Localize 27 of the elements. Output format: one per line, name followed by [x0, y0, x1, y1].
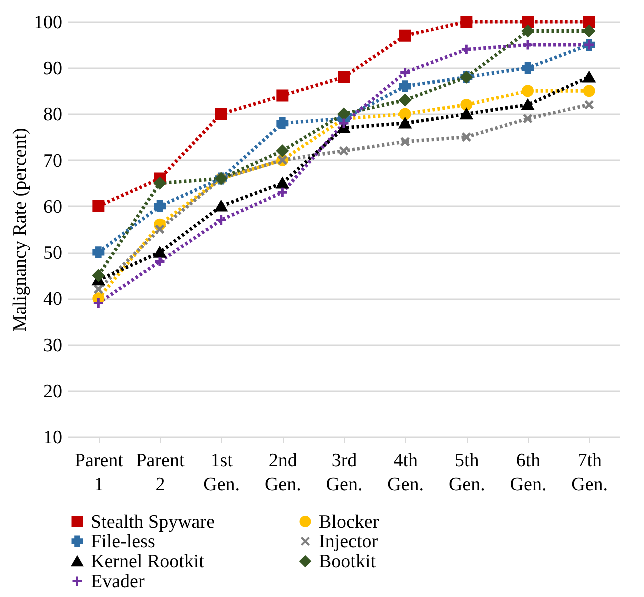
x-tick-label: 2nd Gen. — [264, 450, 302, 496]
y-tick-label: 30 — [44, 335, 62, 356]
y-tick-label: 10 — [44, 428, 62, 448]
legend-label: Kernel Rootkit — [91, 552, 206, 572]
x-tick-label: 7th Gen. — [572, 450, 608, 496]
x-tick-label: 5th Gen. — [448, 450, 486, 496]
y-tick-label: 90 — [44, 58, 62, 80]
x-tick-label: Parent 2 — [136, 450, 186, 496]
legend-label: Bootkit — [319, 552, 377, 572]
legend-label: Injector — [319, 532, 379, 552]
x-tick-label: 4th Gen. — [388, 450, 424, 496]
y-tick-label: 60 — [44, 196, 62, 218]
x-tick-label: 1st Gen. — [204, 450, 240, 496]
y-axis-title: Malignancy Rate (percent) — [10, 128, 31, 332]
y-tick-label: 70 — [44, 150, 62, 172]
legend-label: Evader — [91, 572, 146, 592]
y-tick-label: 100 — [34, 12, 62, 34]
y-tick-label: 50 — [44, 243, 62, 264]
legend-label: Blocker — [319, 512, 380, 533]
x-tick-label: Parent 1 — [74, 450, 124, 496]
legend-label: Stealth Spyware — [91, 512, 216, 533]
x-tick-label: 6th Gen. — [510, 450, 547, 496]
y-tick-label: 80 — [44, 104, 62, 126]
x-tick-label: 3rd Gen. — [326, 450, 363, 496]
y-tick-label: 40 — [44, 289, 62, 310]
legend-label: File-less — [91, 532, 156, 552]
y-tick-label: 20 — [44, 381, 62, 402]
